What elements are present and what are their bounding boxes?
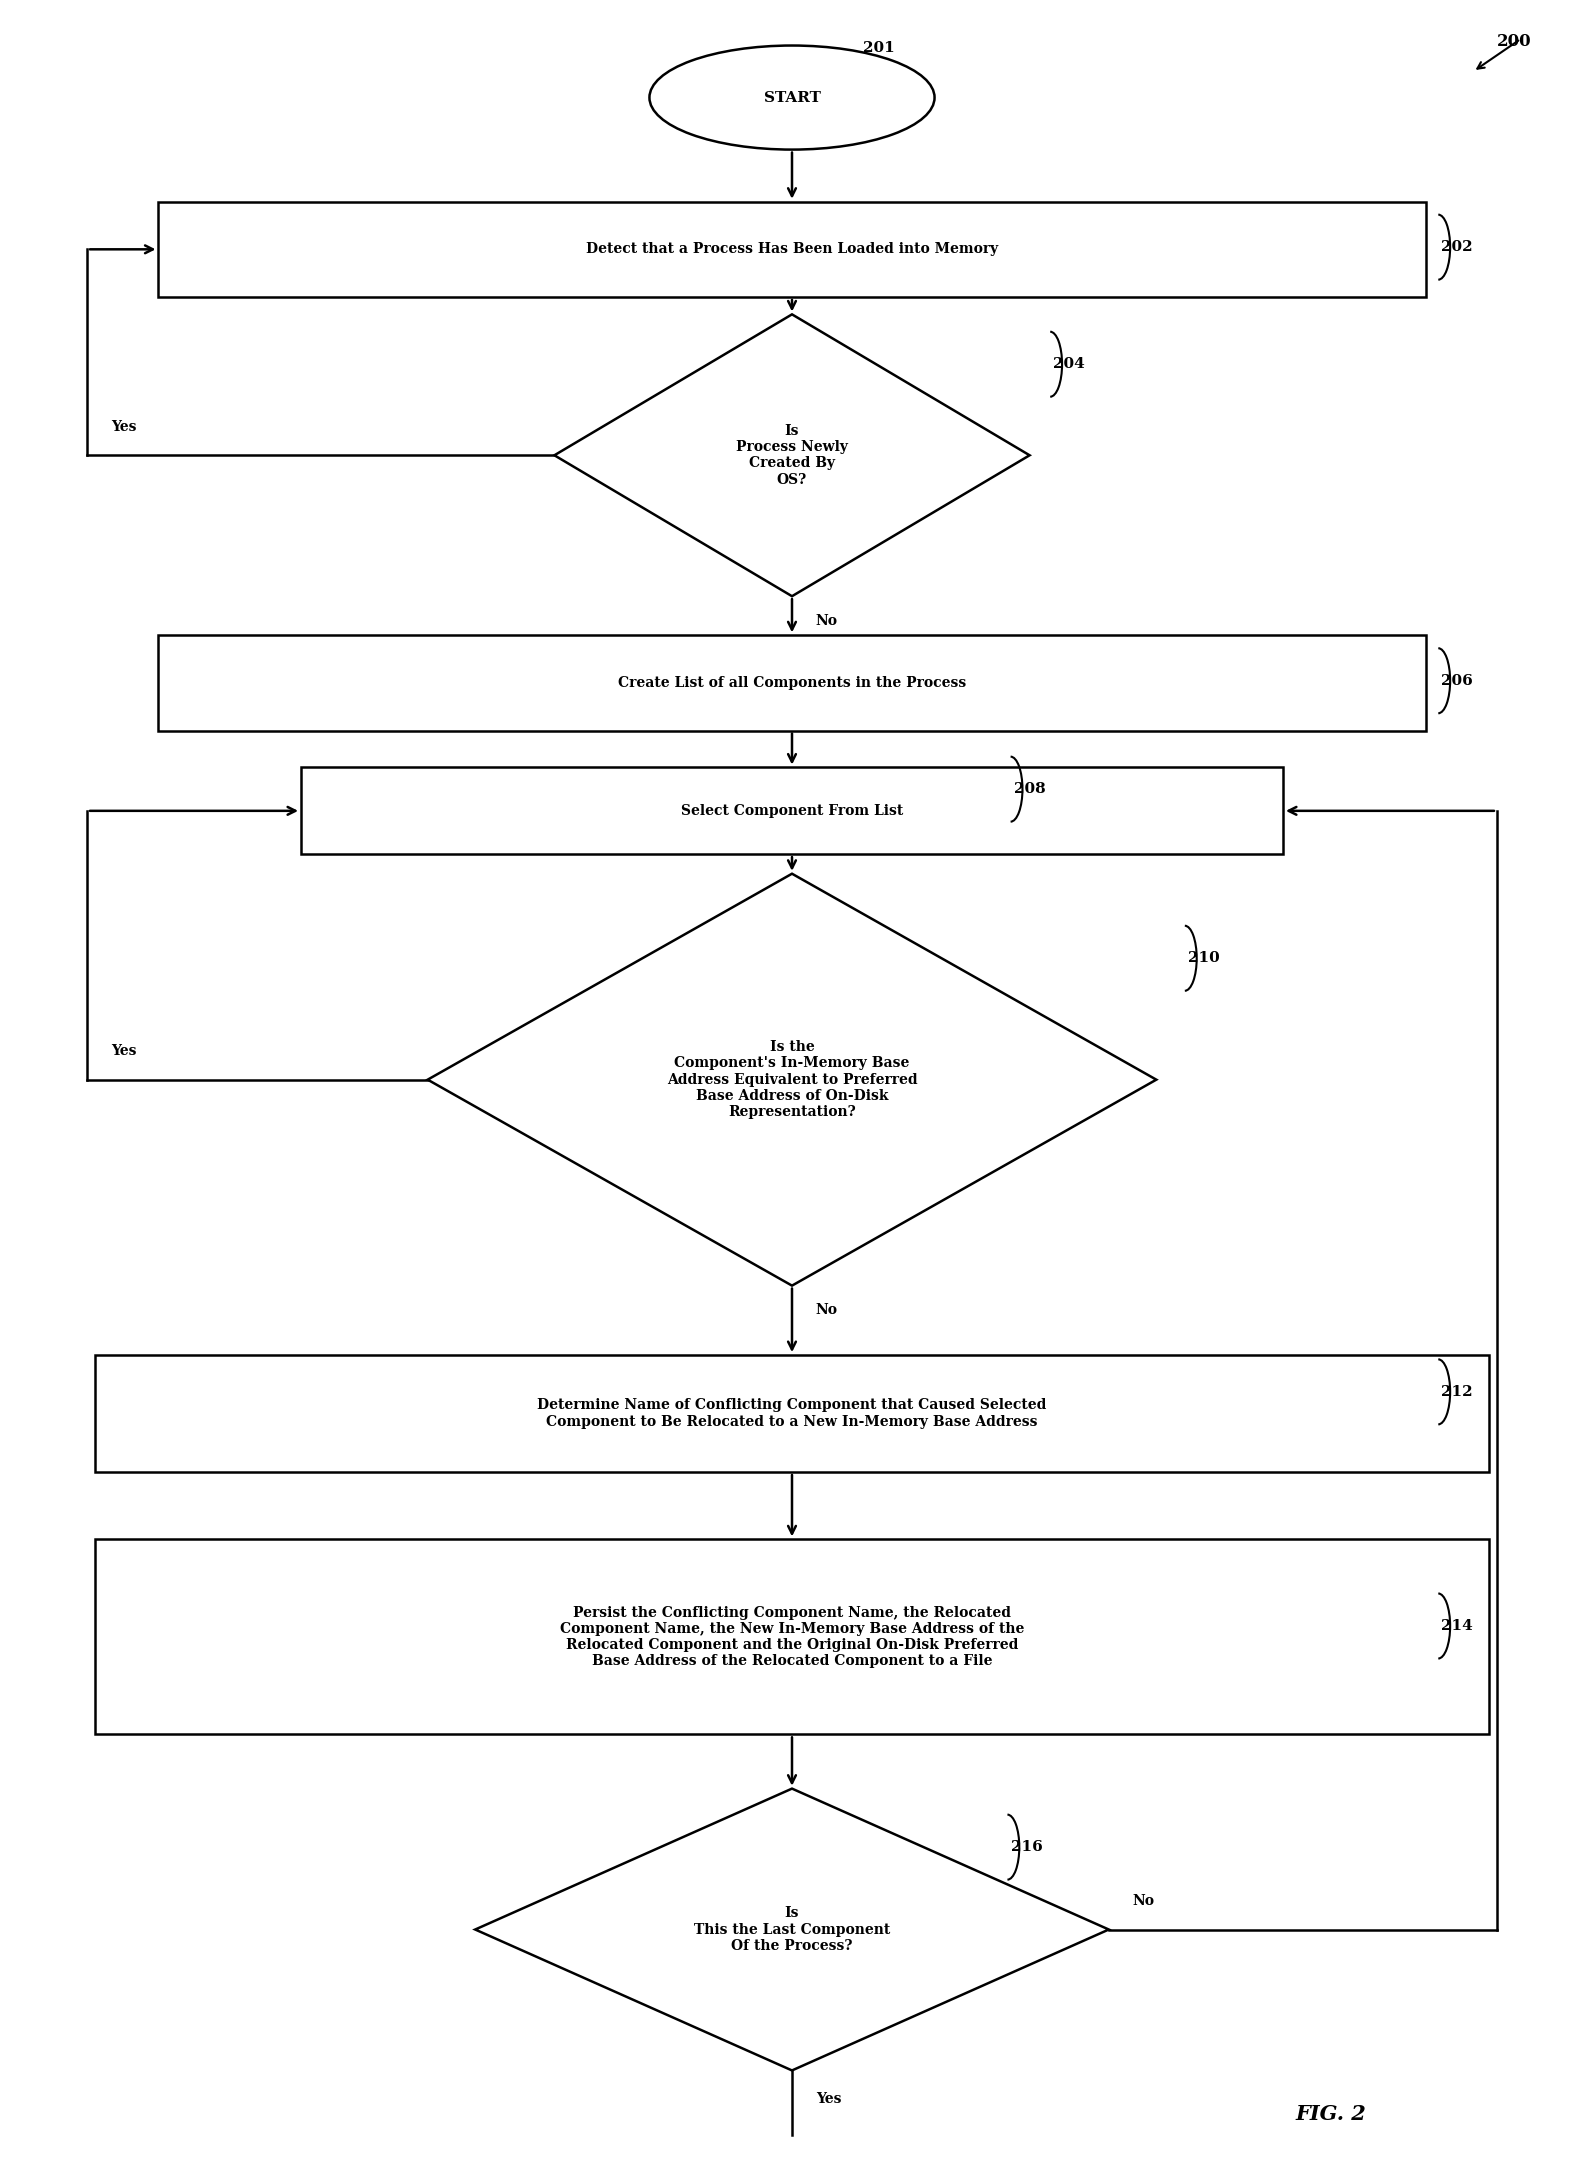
Text: 202: 202: [1441, 241, 1473, 254]
Text: No: No: [816, 1303, 838, 1316]
Text: Yes: Yes: [111, 421, 136, 434]
Text: Determine Name of Conflicting Component that Caused Selected
Component to Be Rel: Determine Name of Conflicting Component …: [537, 1398, 1047, 1429]
Text: START: START: [763, 91, 821, 104]
Text: No: No: [816, 614, 838, 627]
Text: Is the
Component's In-Memory Base
Address Equivalent to Preferred
Base Address o: Is the Component's In-Memory Base Addres…: [667, 1041, 917, 1119]
Text: Persist the Conflicting Component Name, the Relocated
Component Name, the New In: Persist the Conflicting Component Name, …: [559, 1606, 1025, 1667]
Text: 212: 212: [1441, 1385, 1473, 1398]
Bar: [95, 1539, 1489, 1734]
Bar: [158, 635, 1426, 731]
Bar: [301, 767, 1283, 854]
Text: Detect that a Process Has Been Loaded into Memory: Detect that a Process Has Been Loaded in…: [586, 243, 998, 256]
Text: Yes: Yes: [111, 1045, 136, 1058]
Text: 216: 216: [1011, 1841, 1042, 1854]
Text: Is
Process Newly
Created By
OS?: Is Process Newly Created By OS?: [737, 425, 847, 486]
Text: 208: 208: [1014, 783, 1045, 796]
Text: Create List of all Components in the Process: Create List of all Components in the Pro…: [618, 676, 966, 689]
Text: 206: 206: [1441, 674, 1473, 687]
Text: 214: 214: [1441, 1619, 1473, 1633]
Text: Yes: Yes: [816, 2092, 841, 2105]
Text: 200: 200: [1497, 33, 1532, 50]
Text: FIG. 2: FIG. 2: [1296, 2103, 1365, 2125]
Text: 201: 201: [863, 41, 895, 54]
Text: Select Component From List: Select Component From List: [681, 804, 903, 817]
Text: No: No: [1133, 1895, 1155, 1908]
Text: 204: 204: [1053, 358, 1085, 371]
Text: Is
This the Last Component
Of the Process?: Is This the Last Component Of the Proces…: [694, 1906, 890, 1953]
Text: 210: 210: [1188, 952, 1220, 965]
Bar: [95, 1355, 1489, 1472]
Bar: [158, 202, 1426, 297]
